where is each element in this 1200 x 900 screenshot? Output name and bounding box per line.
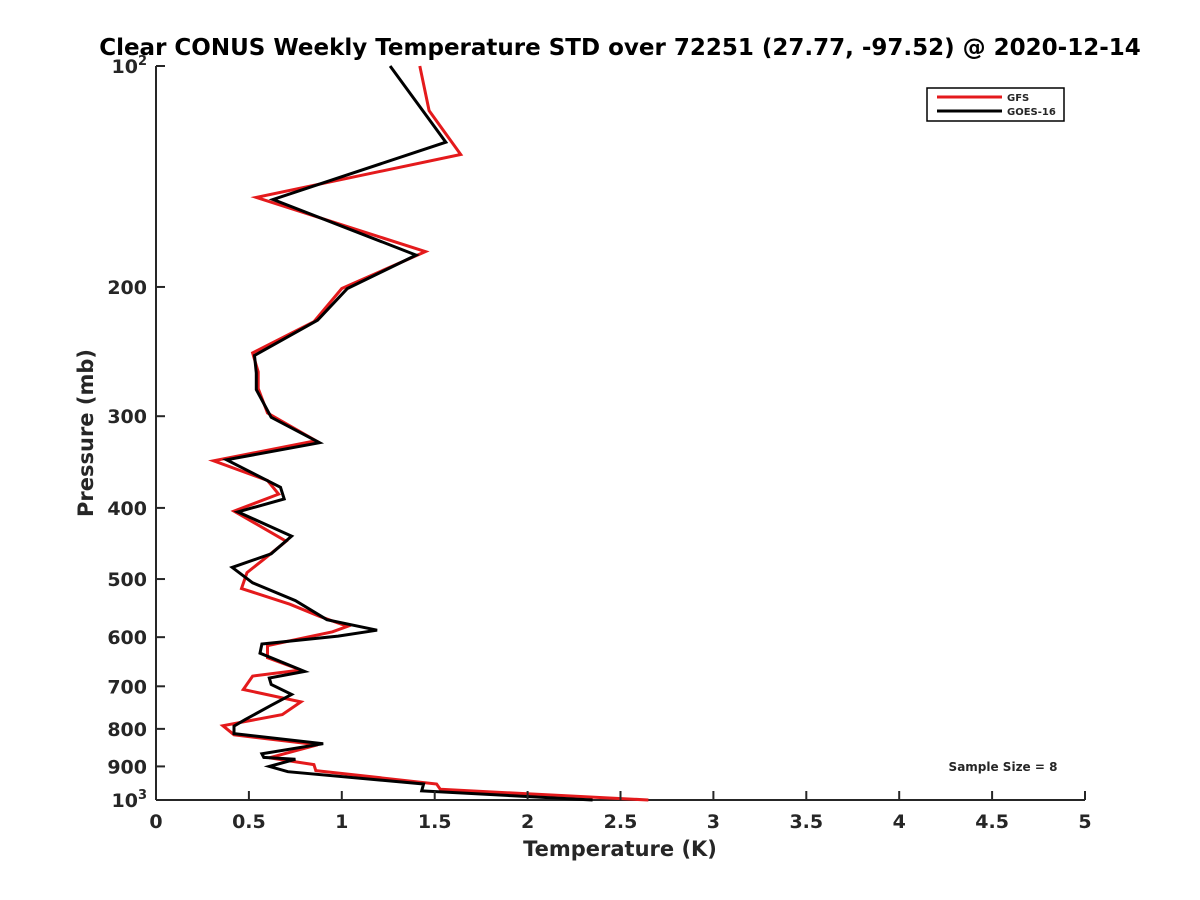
x-tick-label: 2.5 [604,811,638,833]
legend-box [926,87,1065,122]
legend-label: GOES-16 [1007,107,1056,118]
legend-label: GFS [1007,93,1029,104]
x-tick-label: 3.5 [789,811,823,833]
series-line-gfs [208,65,649,802]
x-tick-label: 2 [521,811,534,833]
y-tick-label: 700 [107,676,147,698]
y-tick-label: 500 [107,569,147,591]
x-axis: 0 0.5 1 1.5 2 2.5 3 3.5 4 4.5 5 [149,791,1092,833]
y-axis: 102 200 300 400 500 600 700 800 900 103 [107,54,165,812]
x-axis-label: Temperature (K) [523,837,717,861]
y-tick-label: 102 [112,54,148,78]
y-axis-label: Pressure (mb) [74,349,98,517]
y-tick-label: 900 [107,756,147,778]
x-tick-label: 0 [149,811,162,833]
x-tick-label: 3 [707,811,720,833]
y-tick-label: 300 [107,406,147,428]
x-tick-label: 0.5 [232,811,266,833]
series-line-goes-16 [221,65,593,802]
sample-size-annotation: Sample Size = 8 [949,760,1058,774]
chart-title: Clear CONUS Weekly Temperature STD over … [99,35,1141,61]
series-layer [208,65,649,802]
x-tick-label: 4 [893,811,906,833]
y-tick-label: 800 [107,719,147,741]
y-tick-label: 200 [107,277,147,299]
y-tick-label: 400 [107,498,147,520]
x-tick-label: 1 [335,811,348,833]
x-tick-label: 4.5 [975,811,1009,833]
x-tick-label: 5 [1078,811,1091,833]
legend: GFS GOES-16 [926,87,1065,122]
x-tick-label: 1.5 [418,811,452,833]
y-tick-label: 600 [107,627,147,649]
y-tick-label: 103 [112,788,148,812]
plot-area [155,66,1085,801]
